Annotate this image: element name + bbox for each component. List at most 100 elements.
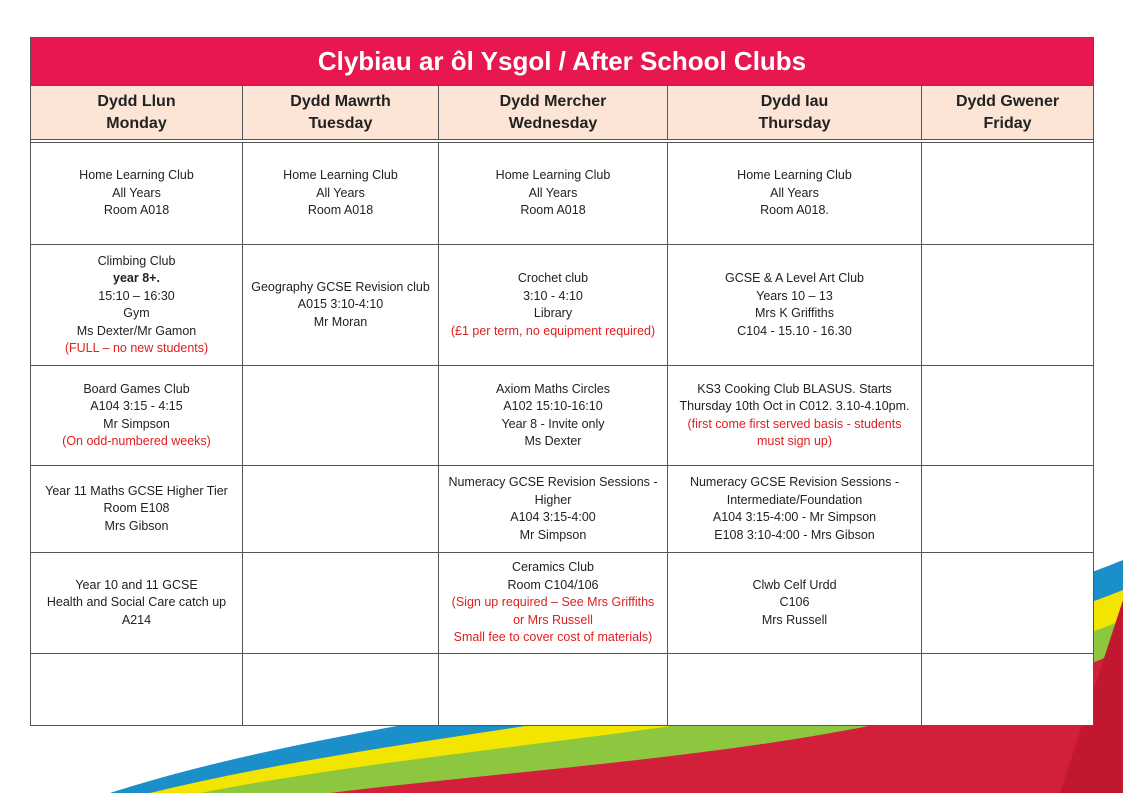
day-header: Dydd Iau Thursday bbox=[667, 85, 922, 140]
club-line: Mr Simpson bbox=[103, 416, 170, 431]
day-name: Dydd Iau bbox=[760, 92, 829, 110]
club-note: (Sign up required – See Mrs Griffiths or… bbox=[451, 595, 655, 627]
club-line: Ceramics Club bbox=[512, 560, 594, 575]
cell: Home Learning Club All Years Room A018. bbox=[667, 142, 922, 245]
title: Clybiau ar ôl Ysgol / After School Clubs bbox=[29, 37, 1095, 86]
club-line: Clwb Celf Urdd bbox=[752, 577, 837, 592]
club-line: Numeracy GCSE Revision Sessions - Interm… bbox=[689, 475, 900, 507]
club-line: Year 8 - Invite only bbox=[501, 416, 605, 431]
club-line: Axiom Maths Circles bbox=[496, 381, 610, 396]
club-line: Library bbox=[533, 306, 573, 320]
club-line: Year 10 and 11 GCSE bbox=[75, 577, 198, 592]
row: Board Games Club A104 3:15 - 4:15 Mr Simps… bbox=[30, 365, 1095, 466]
cell bbox=[920, 465, 1095, 553]
cell bbox=[242, 552, 439, 654]
cell bbox=[242, 653, 439, 726]
club-line: Home Learning Club bbox=[79, 168, 194, 183]
cell: Board Games Club A104 3:15 - 4:15 Mr Simps… bbox=[30, 365, 243, 466]
club-line: Mrs Gibson bbox=[104, 518, 169, 533]
club-line: Room A018 bbox=[520, 203, 586, 218]
cell: Year 10 and 11 GCSE Health and Social Car… bbox=[30, 552, 243, 654]
club-line: A104 3:15-4:00 bbox=[510, 510, 596, 524]
club-note: (first come first served basis - student… bbox=[687, 416, 902, 449]
club-line: Mr Simpson bbox=[519, 527, 587, 542]
club-line: Years 10 – 13 bbox=[756, 288, 833, 303]
cell bbox=[438, 653, 668, 726]
club-line: Room E108 bbox=[103, 501, 170, 516]
cell bbox=[920, 552, 1095, 654]
day-name: Tuesday bbox=[308, 114, 373, 132]
cell bbox=[920, 244, 1095, 366]
cell: Numeracy GCSE Revision Sessions - Higher… bbox=[438, 465, 668, 553]
club-line: Home Learning Club bbox=[737, 168, 852, 183]
club-line: KS3 Cooking Club BLASUS. Starts Thursday… bbox=[679, 381, 910, 414]
club-line: A214 bbox=[121, 612, 152, 627]
cell: Climbing Club year 8+. 15:10 – 16:30 Gym Ms … bbox=[30, 244, 243, 366]
club-note: (On odd-numbered weeks) bbox=[62, 434, 211, 448]
club-line: Ms Dexter/Mr Gamon bbox=[76, 323, 197, 338]
club-line: Room A018. bbox=[760, 203, 829, 218]
club-line: 15:10 – 16:30 bbox=[98, 288, 175, 303]
club-line: Ms Dexter bbox=[524, 434, 582, 448]
club-line: Board Games Club bbox=[83, 381, 190, 396]
row bbox=[30, 653, 1095, 726]
timetable: Clybiau ar ôl Ysgol / After School Clubs… bbox=[29, 37, 1095, 726]
cell: Year 11 Maths GCSE Higher Tier Room E108 M… bbox=[30, 465, 243, 553]
club-note: (£1 per term, no equipment required) bbox=[450, 323, 656, 338]
cell bbox=[920, 142, 1095, 245]
club-line: Health and Social Care catch up bbox=[46, 595, 227, 610]
cell bbox=[920, 365, 1095, 466]
club-note: (FULL – no new students) bbox=[64, 341, 209, 355]
day-name: Dydd Mercher bbox=[499, 92, 607, 110]
day-name: Monday bbox=[106, 114, 167, 132]
club-note: Small fee to cover cost of materials) bbox=[453, 630, 653, 645]
cell bbox=[242, 365, 439, 466]
cell bbox=[920, 653, 1095, 726]
day-header: Dydd Gwener Friday bbox=[920, 85, 1095, 140]
cell: Clwb Celf Urdd C106 Mrs Russell bbox=[667, 552, 922, 654]
row: Year 10 and 11 GCSE Health and Social Car… bbox=[30, 552, 1095, 654]
row: Home Learning Club All Years Room A018 Home… bbox=[30, 142, 1095, 245]
club-line: All Years bbox=[316, 185, 365, 200]
cell: Numeracy GCSE Revision Sessions - Interm… bbox=[667, 465, 922, 553]
club-line: C104 - 15.10 - 16.30 bbox=[737, 323, 852, 338]
day-name: Thursday bbox=[758, 114, 831, 132]
cell: Crochet club 3:10 - 4:10 Library (£1 per te… bbox=[438, 244, 668, 366]
cell bbox=[667, 653, 922, 726]
day-header: Dydd Llun Monday bbox=[30, 85, 243, 140]
day-name: Dydd Mawrth bbox=[290, 92, 391, 110]
club-line: Crochet club bbox=[517, 271, 589, 285]
cell: Axiom Maths Circles A102 15:10-16:10 Year … bbox=[438, 365, 668, 466]
club-line: Gym bbox=[123, 306, 150, 320]
club-line: Geography GCSE Revision club bbox=[251, 279, 430, 294]
club-line: Room A018 bbox=[103, 203, 170, 218]
clubs-table: Clybiau ar ôl Ysgol / After School Clubs… bbox=[29, 37, 1095, 726]
day-name: Dydd Llun bbox=[97, 92, 176, 110]
day-header: Dydd Mawrth Tuesday bbox=[242, 85, 439, 140]
club-line: GCSE & A Level Art Club bbox=[725, 271, 864, 285]
day-name: Wednesday bbox=[508, 114, 598, 132]
club-line: A104 3:15 - 4:15 bbox=[90, 399, 183, 413]
club-line: 3:10 - 4:10 bbox=[523, 288, 583, 303]
day-header: Dydd Mercher Wednesday bbox=[438, 85, 668, 140]
club-line: All Years bbox=[770, 185, 819, 200]
club-line: Climbing Club bbox=[97, 253, 176, 268]
cell: Ceramics Club Room C104/106 (Sign up requi… bbox=[438, 552, 668, 654]
cell: GCSE & A Level Art Club Years 10 – 13 Mrs … bbox=[667, 244, 922, 366]
day-name: Friday bbox=[983, 114, 1032, 132]
club-line: Mr Moran bbox=[313, 314, 368, 329]
cell: KS3 Cooking Club BLASUS. Starts Thursday… bbox=[667, 365, 922, 466]
club-line: year 8+. bbox=[113, 271, 160, 285]
club-line: Mrs K Griffiths bbox=[755, 306, 834, 320]
cell bbox=[242, 465, 439, 553]
cell: Home Learning Club All Years Room A018 bbox=[30, 142, 243, 245]
row: Climbing Club year 8+. 15:10 – 16:30 Gym Ms … bbox=[30, 244, 1095, 366]
day-name: Dydd Gwener bbox=[955, 92, 1060, 110]
cell: Home Learning Club All Years Room A018 bbox=[438, 142, 668, 245]
club-line: C106 bbox=[779, 595, 810, 610]
club-line: All Years bbox=[112, 185, 161, 200]
club-line: E108 3:10-4:00 - Mrs Gibson bbox=[714, 527, 875, 542]
club-line: A102 15:10-16:10 bbox=[503, 399, 603, 413]
club-line: Room C104/106 bbox=[507, 577, 599, 592]
